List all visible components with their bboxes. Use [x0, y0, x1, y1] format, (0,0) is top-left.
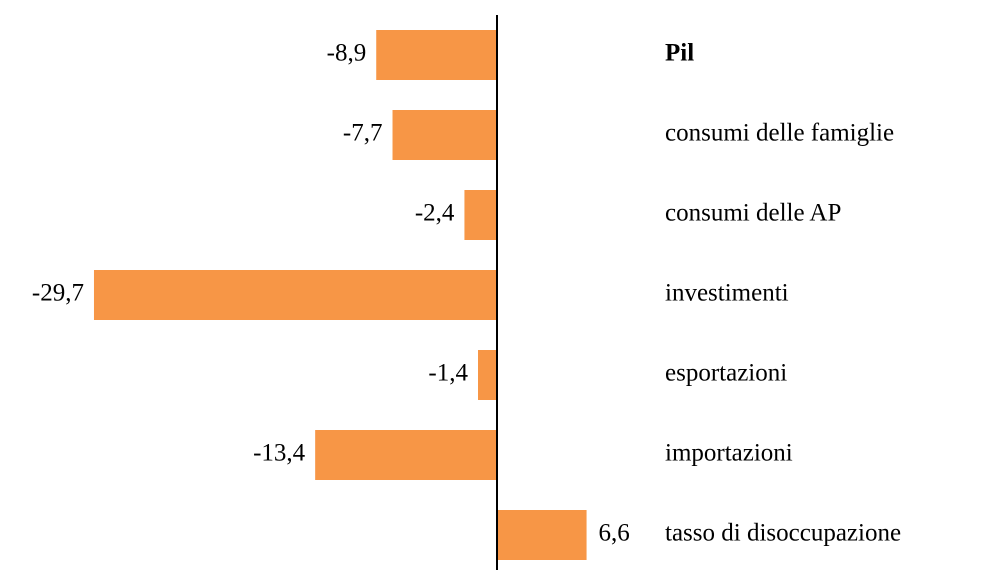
bar: [376, 30, 497, 80]
category-label: tasso di disoccupazione: [665, 520, 901, 547]
category-label: consumi delle famiglie: [665, 120, 894, 147]
data-label: -8,9: [327, 40, 367, 67]
category-label: investimenti: [665, 280, 789, 307]
category-label: esportazioni: [665, 360, 787, 387]
bar: [93, 270, 497, 320]
data-label: 6,6: [599, 520, 630, 547]
data-label: -7,7: [343, 120, 383, 147]
category-label: importazioni: [665, 440, 793, 467]
bar: [497, 510, 587, 560]
data-label: -29,7: [32, 280, 84, 307]
data-label: -1,4: [428, 360, 468, 387]
bar: [478, 350, 497, 400]
category-label: Pil: [665, 40, 694, 67]
bar: [464, 190, 497, 240]
bar: [315, 430, 497, 480]
data-label: -2,4: [415, 200, 455, 227]
category-label: consumi delle AP: [665, 200, 841, 227]
bar: [392, 110, 497, 160]
data-label: -13,4: [253, 440, 306, 467]
